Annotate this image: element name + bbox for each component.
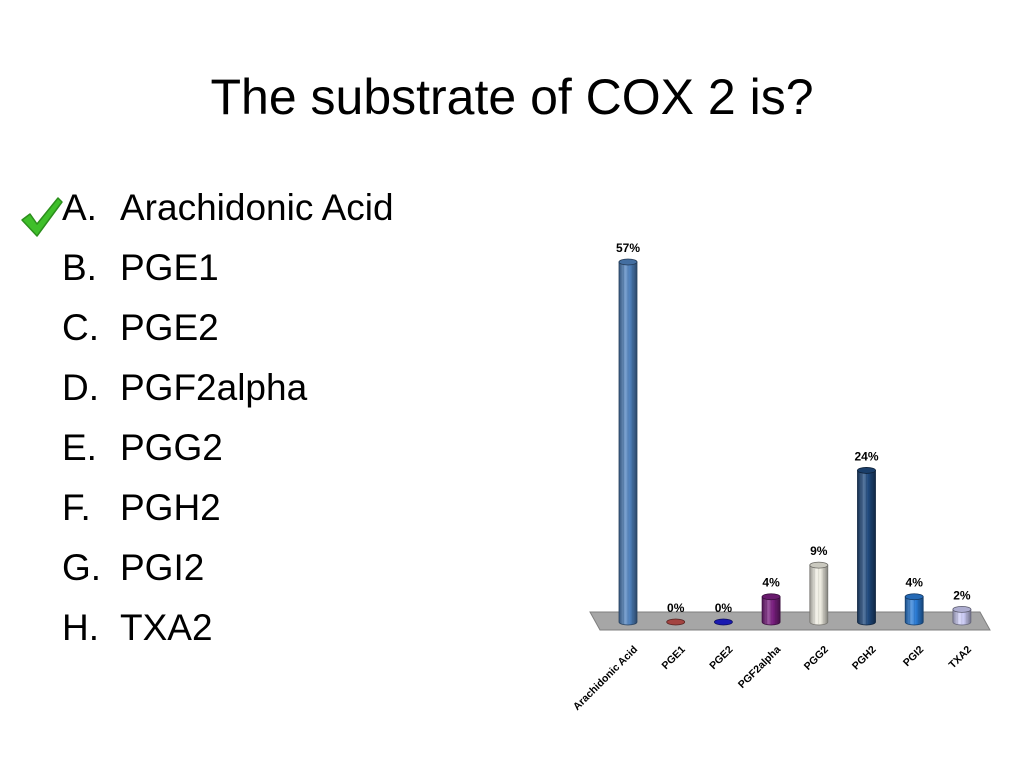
- option-text: PGF2alpha: [120, 367, 308, 408]
- bar: [666, 618, 686, 626]
- option-letter: G.: [62, 547, 102, 588]
- bar: [713, 618, 733, 626]
- option-letter: D.: [62, 367, 99, 408]
- category-label: PGE2: [707, 644, 735, 672]
- checkmark-icon: [21, 197, 63, 237]
- option-text: PGG2: [120, 427, 223, 468]
- option-a[interactable]: A. Arachidonic Acid: [62, 178, 394, 238]
- bar-value-label: 2%: [953, 588, 971, 602]
- option-letter: H.: [62, 607, 99, 648]
- option-letter: E.: [62, 427, 97, 468]
- answer-options: A. Arachidonic Acid B. PGE1 C. PGE2 D. PGF2a…: [62, 178, 394, 658]
- bar-value-label: 57%: [616, 241, 640, 255]
- bar-value-label: 24%: [854, 449, 878, 463]
- category-label: PGG2: [802, 644, 831, 673]
- category-label: PGI2: [901, 644, 927, 670]
- option-d[interactable]: D. PGF2alpha: [62, 358, 394, 418]
- slide-title: The substrate of COX 2 is?: [210, 69, 814, 125]
- bar: [857, 467, 876, 626]
- option-e[interactable]: E. PGG2: [62, 418, 394, 478]
- category-label: Arachidonic Acid: [571, 644, 640, 713]
- bar: [618, 258, 638, 626]
- option-letter: A.: [62, 187, 97, 228]
- option-letter: C.: [62, 307, 99, 348]
- option-c[interactable]: C. PGE2: [62, 298, 394, 358]
- bar: [761, 593, 781, 626]
- option-f[interactable]: F. PGH2: [62, 478, 394, 538]
- option-letter: F.: [62, 487, 91, 528]
- category-label: PGF2alpha: [736, 644, 783, 691]
- option-text: PGE1: [120, 247, 219, 288]
- chart-floor: [589, 611, 991, 631]
- option-b[interactable]: B. PGE1: [62, 238, 394, 298]
- response-bar-chart: 57% Arachidonic Acid 0% PGE1 0% PGE2 4% PGF2alp…: [571, 241, 991, 713]
- option-text: TXA2: [120, 607, 213, 648]
- option-text: PGH2: [120, 487, 221, 528]
- bar-value-label: 9%: [810, 544, 828, 558]
- bar-value-label: 0%: [715, 601, 733, 615]
- option-text: Arachidonic Acid: [120, 187, 394, 228]
- category-label: PGH2: [850, 644, 879, 673]
- bar-value-label: 0%: [667, 601, 685, 615]
- option-letter: B.: [62, 247, 97, 288]
- bar: [904, 593, 924, 626]
- option-h[interactable]: H. TXA2: [62, 598, 394, 658]
- category-label: TXA2: [947, 644, 975, 672]
- option-text: PGE2: [120, 307, 219, 348]
- option-g[interactable]: G. PGI2: [62, 538, 394, 598]
- bar: [809, 561, 829, 626]
- bar-value-label: 4%: [762, 576, 780, 590]
- bar: [952, 605, 972, 626]
- bar-value-label: 4%: [906, 576, 924, 590]
- category-label: PGE1: [660, 644, 688, 672]
- option-text: PGI2: [120, 547, 205, 588]
